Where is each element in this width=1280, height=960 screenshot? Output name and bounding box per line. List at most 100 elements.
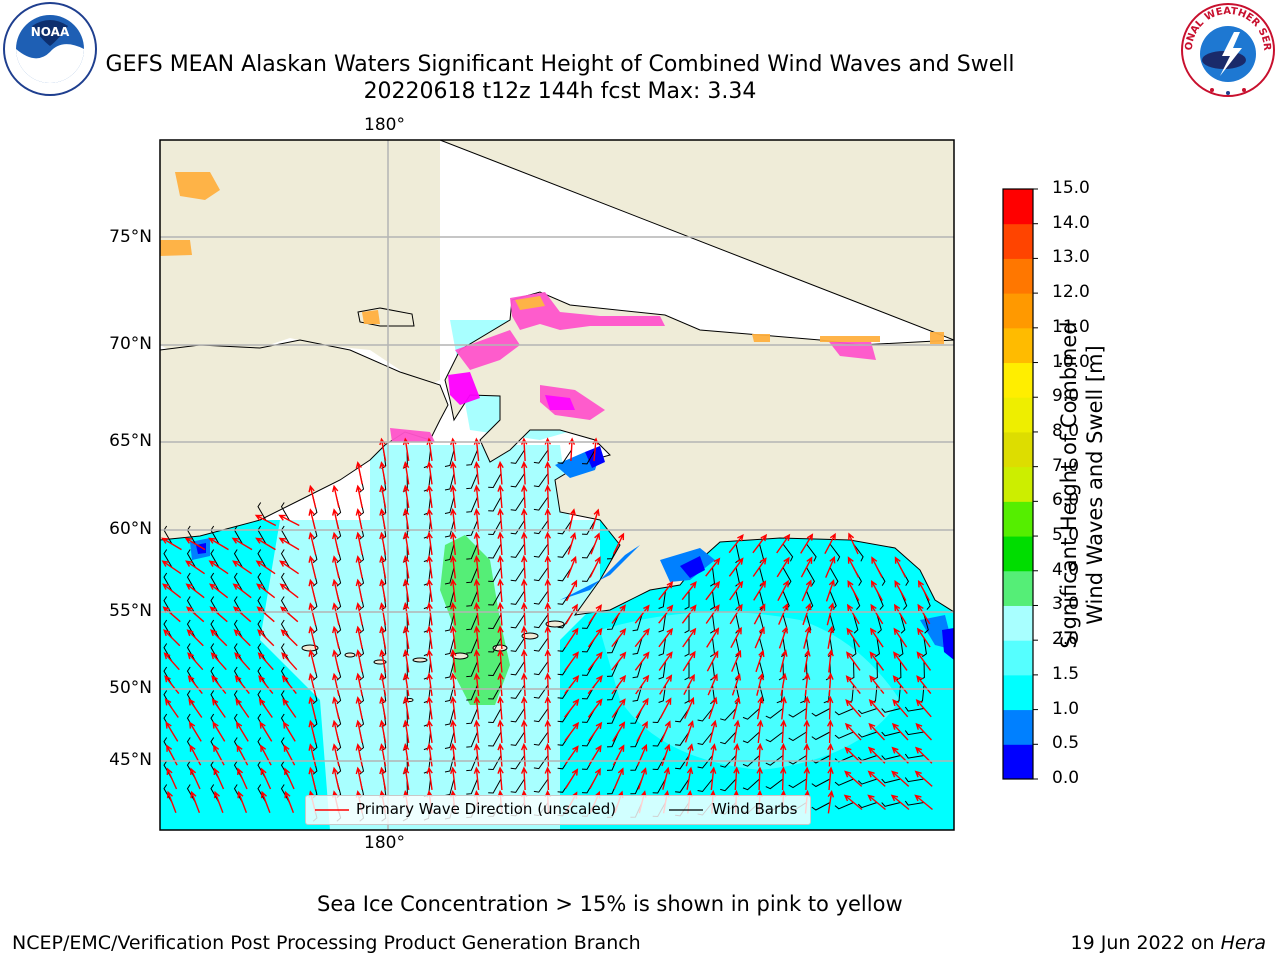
- wind-barb: [280, 784, 290, 803]
- lat-label-75: 75°N: [109, 227, 152, 247]
- wave-direction-arrow: [308, 649, 317, 673]
- colorbar-segment: [1003, 605, 1033, 641]
- wave-direction-arrow: [731, 673, 741, 696]
- wave-direction-arrow: [332, 766, 340, 790]
- wave-direction-arrow: [682, 627, 697, 648]
- wave-direction-arrow: [658, 627, 674, 648]
- wave-direction-arrow: [279, 606, 299, 623]
- wind-barb: [210, 549, 220, 568]
- wave-direction-arrow: [211, 675, 227, 695]
- wind-barb: [280, 549, 290, 568]
- wave-direction-arrow: [166, 790, 177, 814]
- wave-direction-arrow: [473, 554, 481, 579]
- wave-direction-arrow: [544, 460, 552, 485]
- wave-direction-arrow: [893, 627, 908, 648]
- wave-direction-arrow: [658, 581, 674, 601]
- wave-direction-arrow: [869, 651, 885, 671]
- wave-direction-arrow: [379, 719, 387, 743]
- wind-barb: [710, 567, 716, 587]
- wave-direction-arrow: [332, 649, 340, 673]
- wind-barb: [466, 708, 478, 725]
- wave-direction-arrow: [332, 602, 340, 626]
- wave-direction-arrow: [254, 514, 277, 527]
- wind-barb: [533, 567, 549, 582]
- wind-barb: [466, 590, 478, 607]
- wind-barb: [488, 543, 502, 559]
- wind-barb: [720, 731, 737, 745]
- wave-direction-arrow: [208, 537, 229, 551]
- colorbar: [1002, 188, 1038, 780]
- wave-direction-arrow: [681, 581, 697, 601]
- wind-barb: [257, 502, 267, 521]
- wind-barb: [163, 619, 173, 639]
- wave-direction-arrow: [916, 651, 932, 671]
- wave-direction-arrow: [308, 602, 317, 626]
- wave-direction-arrow: [776, 556, 790, 578]
- wave-direction-arrow: [844, 770, 863, 787]
- wave-direction-arrow: [497, 507, 504, 532]
- wave-direction-arrow: [379, 696, 387, 720]
- wave-direction-arrow: [450, 531, 457, 555]
- wave-direction-arrow: [402, 508, 410, 532]
- wind-barb: [533, 708, 549, 723]
- wave-direction-arrow: [308, 578, 317, 602]
- wind-barb: [900, 614, 906, 634]
- wind-barb: [857, 708, 878, 715]
- wind-barb: [853, 543, 864, 562]
- wind-barb: [510, 614, 525, 629]
- wind-barb: [581, 520, 596, 535]
- wave-direction-arrow: [891, 722, 909, 741]
- wind-barb: [466, 661, 478, 678]
- wave-direction-arrow: [308, 672, 317, 696]
- wind-barb: [466, 449, 478, 466]
- wave-direction-arrow: [231, 537, 253, 551]
- wave-direction-arrow: [308, 508, 317, 532]
- wind-barb: [186, 666, 196, 686]
- wind-barb: [163, 549, 173, 568]
- wave-direction-arrow: [234, 652, 251, 671]
- wave-direction-arrow: [426, 555, 433, 579]
- wind-barb: [881, 731, 901, 737]
- wave-direction-arrow: [565, 768, 579, 789]
- wave-direction-arrow: [450, 578, 457, 602]
- wave-direction-arrow: [308, 766, 317, 790]
- wave-direction-arrow: [779, 742, 787, 767]
- wave-direction-arrow: [731, 649, 742, 672]
- wave-direction-arrow: [190, 790, 201, 814]
- wave-direction-arrow: [355, 719, 363, 743]
- nws-logo: NATIONAL WEATHER SERVICE: [1174, 0, 1278, 100]
- wave-direction-arrow: [611, 674, 627, 695]
- wave-direction-arrow: [544, 625, 552, 650]
- wave-direction-arrow: [752, 557, 767, 577]
- wind-barb: [444, 473, 455, 491]
- wave-direction-arrow: [497, 766, 504, 791]
- wind-barb: [720, 755, 737, 768]
- footer-host: Hera: [1220, 932, 1266, 954]
- wave-direction-arrow: [355, 484, 363, 508]
- wind-barb: [510, 473, 525, 488]
- wave-direction-arrow: [564, 721, 580, 742]
- wave-direction-arrow: [402, 766, 410, 791]
- lat-label-70: 70°N: [109, 334, 152, 354]
- wind-barb: [697, 778, 713, 793]
- wave-direction-arrow: [450, 719, 457, 743]
- wave-direction-arrow: [308, 555, 317, 579]
- wave-direction-arrow: [520, 601, 528, 626]
- wave-direction-arrow: [846, 603, 860, 625]
- wind-barb: [510, 567, 525, 582]
- wave-direction-arrow: [847, 556, 860, 578]
- wind-barb-legend-icon: [669, 809, 703, 811]
- aleutian-islands: [301, 620, 565, 702]
- wave-direction-arrow: [232, 560, 252, 575]
- wave-direction-arrow: [473, 672, 481, 696]
- wave-direction-arrow: [332, 484, 340, 508]
- wind-barb: [632, 684, 643, 702]
- wave-direction-arrow: [402, 719, 410, 744]
- lat-label-65: 65°N: [109, 431, 152, 451]
- wave-direction-arrow: [185, 606, 205, 623]
- wind-barb: [533, 496, 549, 511]
- wind-barb: [444, 708, 455, 726]
- wind-barb: [488, 778, 502, 794]
- wind-barb: [533, 755, 549, 770]
- wind-barb: [444, 520, 455, 538]
